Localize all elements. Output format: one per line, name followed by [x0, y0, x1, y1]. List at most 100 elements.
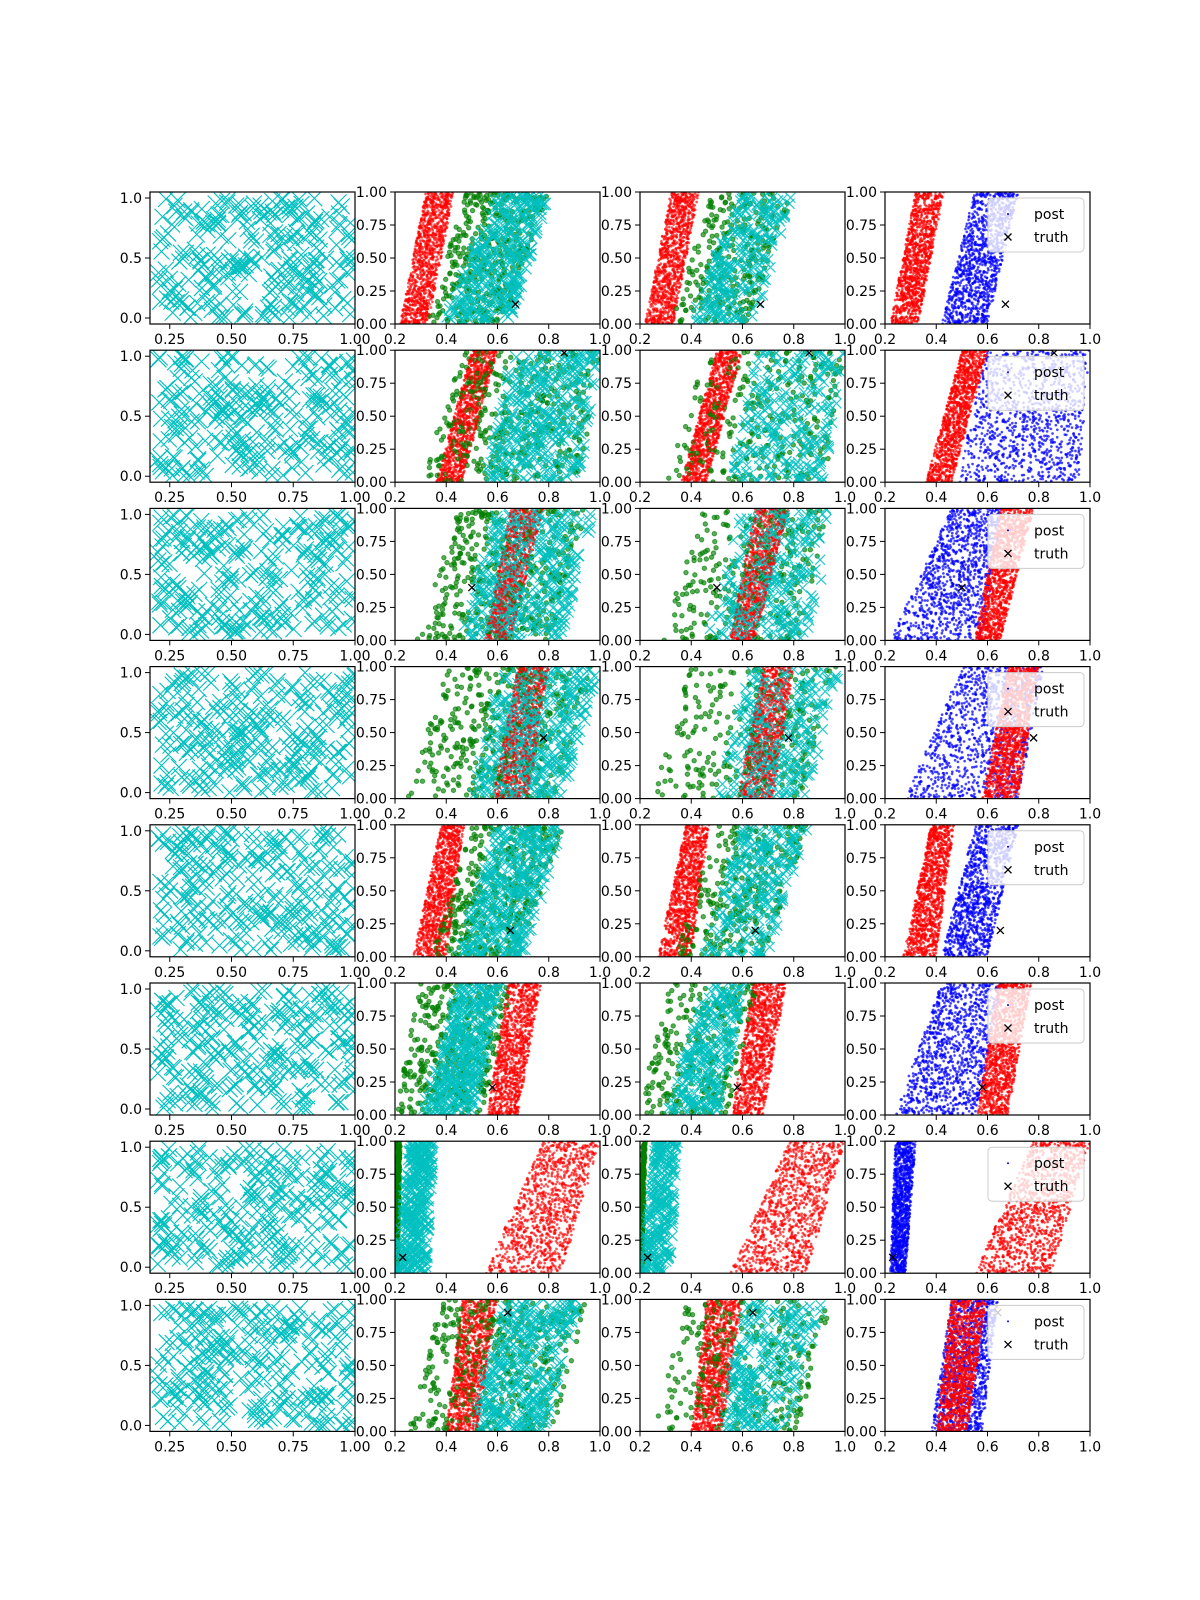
x-tick-label: 0.6	[731, 1439, 753, 1455]
truth-marker	[888, 1253, 897, 1262]
panel-r1-c3: 0.2 0.4 0.6 0.8 1.0 0.00 0.25 0.50 0.75 1.00	[601, 185, 856, 348]
red-samples	[733, 983, 786, 1115]
x-tick-label: 0.25	[154, 1281, 185, 1297]
y-tick-label: 0.75	[356, 376, 387, 392]
x-tick-label: 0.2	[629, 1439, 651, 1455]
y-tick-label: 0.50	[356, 567, 387, 583]
cyan-samples	[467, 666, 600, 799]
legend: post truth	[987, 1146, 1085, 1202]
y-tick-label: 1.00	[601, 501, 632, 517]
y-tick-label: 0.25	[356, 284, 387, 300]
y-tick-label: 0.50	[601, 1200, 632, 1216]
y-tick-label: 0.75	[601, 693, 632, 709]
y-tick-label: 0.5	[120, 884, 142, 900]
y-tick-label: 1.00	[601, 976, 632, 992]
red-samples	[730, 508, 787, 641]
x-tick-label: 0.6	[976, 1123, 998, 1139]
x-tick-label: 1.0	[834, 965, 856, 981]
x-tick-label: 0.2	[384, 1123, 406, 1139]
y-tick-label: 1.00	[846, 818, 877, 834]
legend: post truth	[987, 672, 1085, 728]
y-tick-label: 0.75	[356, 534, 387, 550]
x-tick-label: 1.0	[1079, 1281, 1101, 1297]
x-tick-label: 1.0	[834, 1439, 856, 1455]
x-tick-label: 0.50	[216, 807, 247, 823]
plot-area	[150, 192, 355, 324]
x-tick-label: 0.8	[538, 490, 560, 506]
panel-r2-c3: 0.2 0.4 0.6 0.8 1.0 0.00 0.25 0.50 0.75 1.00	[601, 343, 856, 506]
y-tick-label: 0.75	[356, 1009, 387, 1025]
legend: post truth	[987, 988, 1085, 1044]
x-tick-label: 1.0	[589, 1439, 611, 1455]
x-tick-label: 0.75	[278, 1123, 309, 1139]
x-tick-label: 0.4	[925, 490, 947, 506]
truth-marker	[733, 1083, 742, 1092]
x-tick-label: 0.50	[216, 490, 247, 506]
x-tick-label: 0.8	[783, 648, 805, 664]
prior-x-markers	[150, 1299, 355, 1432]
y-tick-label: 0.75	[846, 534, 877, 550]
y-tick-label: 1.00	[601, 1134, 632, 1150]
y-tick-label: 0.50	[356, 1200, 387, 1216]
x-tick-label: 0.8	[1028, 1281, 1050, 1297]
y-tick-label: 0.50	[356, 251, 387, 267]
x-tick-label: 0.4	[435, 648, 457, 664]
x-tick-label: 0.6	[486, 648, 508, 664]
x-tick-label: 1.0	[589, 807, 611, 823]
plot-area	[414, 508, 597, 641]
y-tick-label: 0.00	[356, 1424, 387, 1440]
plot-area	[150, 824, 355, 957]
plot-area	[412, 824, 564, 957]
legend-post-label: post	[1034, 682, 1065, 698]
panel-r1-c4: 0.2 0.4 0.6 0.8 1.0 0.00 0.25 0.50 0.75 1.00 post t…	[846, 185, 1101, 348]
legend-truth-marker	[1004, 865, 1012, 874]
cyan-samples	[728, 350, 845, 483]
x-tick-label: 1.00	[339, 648, 370, 664]
y-tick-label: 1.0	[120, 824, 142, 840]
x-tick-label: 0.6	[731, 965, 753, 981]
legend-truth-label: truth	[1034, 230, 1068, 246]
plot-area	[150, 1299, 355, 1432]
truth-marker	[398, 1253, 407, 1262]
x-tick-label: 0.8	[538, 332, 560, 348]
y-tick-label: 1.00	[356, 343, 387, 359]
y-tick-label: 0.25	[356, 759, 387, 775]
x-tick-label: 0.8	[783, 490, 805, 506]
y-tick-label: 0.00	[601, 317, 632, 333]
y-tick-label: 0.25	[846, 284, 877, 300]
x-tick-label: 0.2	[874, 648, 896, 664]
x-tick-label: 0.6	[486, 1439, 508, 1455]
x-tick-label: 0.8	[1028, 1123, 1050, 1139]
x-tick-label: 0.25	[154, 965, 185, 981]
x-tick-label: 0.75	[278, 1281, 309, 1297]
plot-area	[655, 1299, 830, 1432]
y-tick-label: 0.00	[356, 633, 387, 649]
x-tick-label: 0.8	[783, 1123, 805, 1139]
panel-r5-c2: 0.2 0.4 0.6 0.8 1.0 0.00 0.25 0.50 0.75 1.00	[356, 818, 611, 981]
x-tick-label: 0.50	[216, 332, 247, 348]
prior-x-markers	[150, 666, 355, 799]
legend-truth-label: truth	[1034, 1021, 1068, 1037]
y-tick-label: 0.00	[601, 1108, 632, 1124]
y-tick-label: 0.50	[601, 1358, 632, 1374]
x-tick-label: 1.0	[1079, 648, 1101, 664]
panel-r7-c1: 0.25 0.50 0.75 1.00 0.0 0.5 1.0	[120, 1140, 371, 1297]
truth-marker	[751, 926, 760, 935]
y-tick-label: 1.00	[601, 343, 632, 359]
legend-truth-marker	[1004, 1340, 1012, 1349]
x-tick-label: 0.8	[783, 965, 805, 981]
y-tick-label: 0.25	[601, 1233, 632, 1249]
truth-marker	[1001, 300, 1010, 309]
y-tick-label: 1.00	[846, 1292, 877, 1308]
panel-r3-c3: 0.2 0.4 0.6 0.8 1.0 0.00 0.25 0.50 0.75 1.00	[601, 501, 856, 664]
x-tick-label: 0.8	[1028, 490, 1050, 506]
y-tick-label: 0.00	[846, 633, 877, 649]
y-tick-label: 0.00	[356, 950, 387, 966]
panel-r8-c3: 0.2 0.4 0.6 0.8 1.0 0.00 0.25 0.50 0.75 1.00	[601, 1292, 856, 1455]
y-tick-label: 0.75	[846, 693, 877, 709]
y-tick-label: 0.50	[846, 1200, 877, 1216]
prior-x-markers	[150, 983, 355, 1115]
x-tick-label: 1.0	[1079, 490, 1101, 506]
panel-r7-c2: 0.2 0.4 0.6 0.8 1.0 0.00 0.25 0.50 0.75 1.00	[356, 1134, 611, 1297]
y-tick-label: 0.0	[120, 1102, 142, 1118]
